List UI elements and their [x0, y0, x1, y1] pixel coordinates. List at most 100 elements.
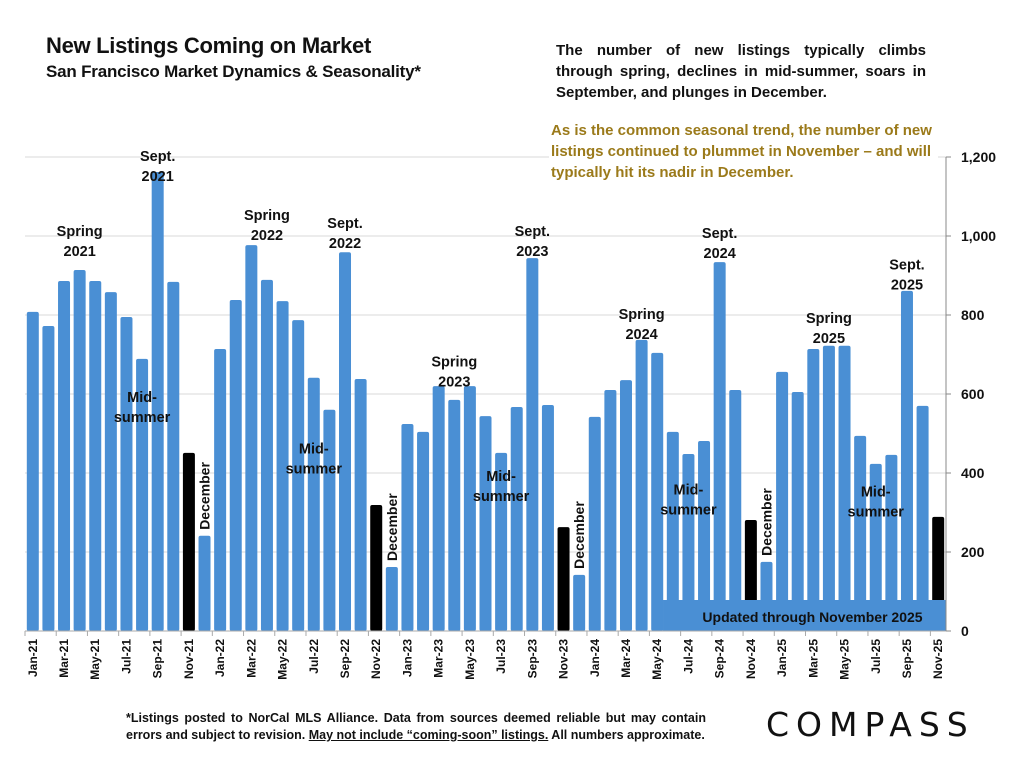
updated-banner: Updated through November 2025 [663, 600, 946, 631]
x-tick-label: Sep-22 [338, 639, 352, 679]
chart-subtitle: San Francisco Market Dynamics & Seasonal… [46, 62, 421, 81]
bar-jul-24 [682, 454, 695, 631]
x-tick-label: May-21 [88, 639, 102, 680]
annotation-sept: Sept. [702, 226, 737, 242]
x-tick-label: Mar-21 [57, 639, 71, 678]
bar-feb-25 [791, 392, 804, 631]
bar-feb-21 [42, 326, 55, 631]
x-tick-label: Jul-22 [307, 639, 321, 674]
bar-dec-22 [385, 567, 398, 631]
annotation-2023: 2023 [438, 374, 470, 390]
y-tick-label: 1,000 [961, 228, 996, 244]
note-text: As is the common seasonal trend, the num… [549, 120, 938, 183]
x-tick-label: Jul-23 [494, 639, 508, 674]
annotation-sept: Sept. [140, 149, 175, 165]
bar-may-21 [89, 281, 102, 631]
bar-jan-25 [776, 371, 789, 631]
annotation-sept: Sept. [889, 258, 924, 274]
bar-dec-23 [573, 574, 586, 631]
x-tick-label: Sep-21 [151, 639, 165, 679]
x-tick-label: Sep-24 [713, 639, 727, 679]
x-tick-label: Nov-23 [557, 639, 571, 679]
x-tick-label: Jul-24 [681, 639, 695, 674]
bar-mar-21 [58, 281, 71, 631]
x-tick-label: Jan-25 [775, 639, 789, 677]
x-tick-label: Mar-22 [244, 639, 258, 678]
annotation-spring: Spring [806, 311, 852, 327]
footnote-part1: *Listings posted to NorCal MLS Alliance.… [126, 711, 706, 742]
x-tick-label: Mar-23 [432, 639, 446, 678]
annotation-2022: 2022 [251, 228, 283, 244]
bar-jul-23 [495, 452, 508, 631]
bar-oct-22 [354, 378, 367, 631]
annotation-midsummer: summer [848, 505, 905, 521]
annotation-2025: 2025 [891, 278, 923, 294]
x-tick-label: May-23 [463, 639, 477, 680]
x-tick-label: Jul-25 [869, 639, 883, 674]
x-tick-label: Jan-23 [400, 639, 414, 677]
bar-feb-24 [604, 390, 617, 631]
bar-jan-23 [401, 424, 414, 631]
bar-feb-22 [229, 299, 242, 631]
bar-may-22 [276, 301, 289, 631]
x-tick-label: Sep-25 [900, 639, 914, 679]
annotation-2021: 2021 [64, 244, 96, 260]
annotation-december: December [197, 462, 213, 530]
bar-nov-21 [182, 452, 195, 631]
annotation-midsummer: summer [114, 410, 171, 426]
bar-jan-22 [214, 348, 227, 631]
bar-jan-24 [588, 416, 601, 631]
bar-aug-23 [510, 407, 523, 631]
x-tick-label: Nov-25 [931, 639, 945, 679]
bar-apr-25 [822, 345, 835, 631]
annotation-spring: Spring [57, 224, 103, 240]
y-tick-label: 400 [961, 465, 985, 481]
bar-apr-21 [73, 269, 86, 631]
annotation-sept: Sept. [327, 216, 362, 232]
bar-sep-22 [339, 252, 352, 631]
x-tick-label: Jul-21 [119, 639, 133, 674]
annotation-spring: Spring [431, 354, 477, 370]
bar-dec-21 [198, 535, 211, 631]
annotation-december: December [384, 493, 400, 561]
bar-aug-25 [885, 454, 898, 631]
bar-oct-21 [167, 281, 180, 631]
annotations: Spring 2021 Sept. 2021 Mid-summer December Spr… [57, 149, 925, 569]
bar-jun-24 [666, 431, 679, 631]
bar-mar-22 [245, 245, 258, 631]
bars [26, 172, 945, 631]
bar-may-24 [651, 352, 664, 631]
y-tick-label: 1,200 [961, 149, 996, 165]
x-tick-label: Jan-21 [26, 639, 40, 677]
bar-apr-24 [635, 339, 648, 631]
chart-title: New Listings Coming on Market [46, 33, 371, 58]
bar-feb-23 [417, 431, 430, 631]
annotation-2023: 2023 [516, 244, 548, 260]
x-tick-label: Nov-22 [369, 639, 383, 679]
bar-jan-21 [26, 311, 39, 631]
annotation-sept: Sept. [515, 224, 550, 240]
y-tick-label: 0 [961, 623, 969, 639]
bar-may-23 [463, 386, 476, 631]
annotation-december: December [758, 488, 774, 556]
bar-aug-24 [698, 441, 711, 631]
x-tick-label: Jan-24 [588, 639, 602, 677]
bar-sep-21 [151, 172, 164, 631]
bar-jun-23 [479, 416, 492, 631]
bar-oct-23 [541, 405, 554, 631]
annotation-december: December [571, 501, 587, 569]
x-tick-label: Nov-24 [744, 639, 758, 679]
annotation-midsummer: Mid- [674, 483, 704, 499]
annotation-midsummer: Mid- [861, 485, 891, 501]
annotation-midsummer: Mid- [127, 390, 157, 406]
bar-nov-22 [370, 504, 383, 631]
annotation-2025: 2025 [813, 331, 845, 347]
axes: 0 200 400 600 800 1,000 1,200 Jan-21 Mar-21 May-2… [24, 149, 996, 680]
x-tick-label: May-25 [838, 639, 852, 680]
x-tick-label: Jan-22 [213, 639, 227, 677]
bar-may-25 [838, 345, 851, 631]
bar-oct-25 [916, 405, 929, 631]
compass-logo: COMPASS [766, 705, 975, 744]
bar-sep-24 [713, 262, 726, 631]
annotation-spring: Spring [244, 208, 290, 224]
